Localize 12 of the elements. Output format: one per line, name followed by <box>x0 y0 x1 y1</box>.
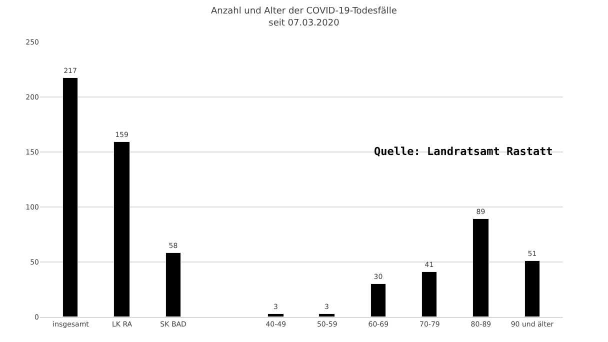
bar <box>524 260 540 317</box>
annotation: Quelle: Landratsamt Rastatt <box>374 145 553 158</box>
chart-title: Anzahl und Alter der COVID-19-Todesfälle <box>211 6 398 17</box>
chart-subtitle: seit 07.03.2020 <box>268 18 340 28</box>
bar <box>370 284 386 317</box>
bar <box>62 78 78 317</box>
bar <box>318 314 335 317</box>
bar <box>166 252 181 317</box>
bar <box>114 142 130 317</box>
bar <box>472 218 489 317</box>
bar <box>422 272 437 317</box>
bar <box>268 314 284 317</box>
